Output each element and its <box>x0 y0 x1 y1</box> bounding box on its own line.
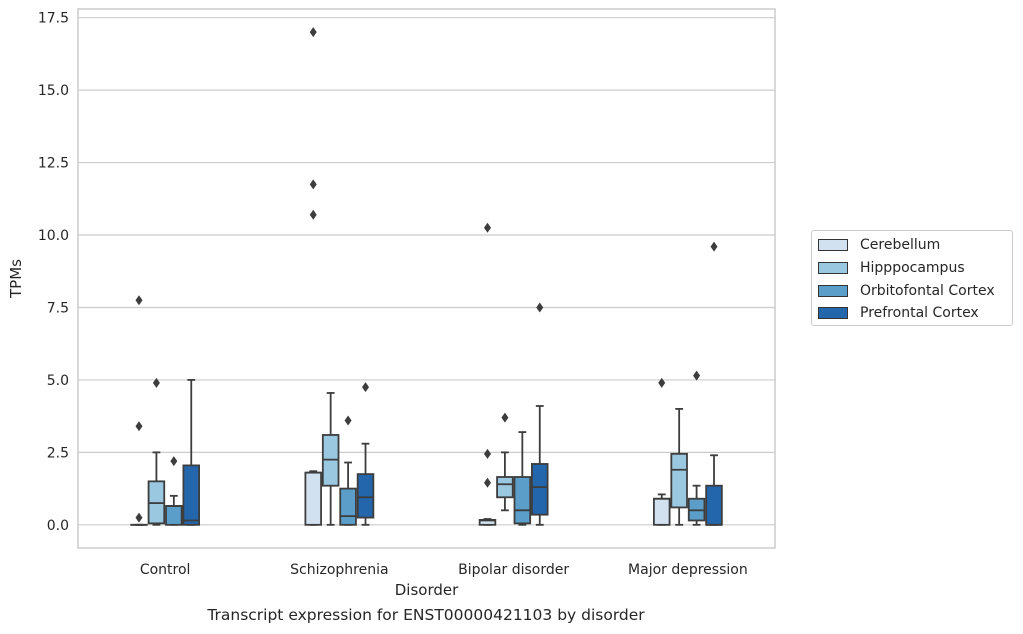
box-body <box>705 484 723 526</box>
y-tick-label: 12.5 <box>38 156 69 172</box>
y-tick-label: 15.0 <box>38 83 69 99</box>
box-prefrontal-cortex-schizophrenia <box>356 382 375 526</box>
box-orbitofontal-cortex-major-depression <box>687 370 706 526</box>
box-orbitofontal-cortex-schizophrenia <box>339 415 357 526</box>
box-cerebellum-schizophrenia <box>304 27 322 526</box>
box-hipppocampus-schizophrenia <box>321 392 340 526</box>
outlier-point <box>501 412 509 423</box>
outlier-point <box>135 421 143 432</box>
box-body <box>496 476 514 499</box>
legend-swatch-orbitofrontal <box>818 285 848 297</box>
outlier-point <box>135 295 143 306</box>
box-body <box>165 505 183 526</box>
box-body <box>339 487 357 526</box>
x-tick-label: Major depression <box>628 562 748 578</box>
chart-caption: Transcript expression for ENST0000042110… <box>207 606 645 624</box>
box-hipppocampus-bipolar-disorder <box>496 412 514 512</box>
box-body <box>670 452 688 509</box>
y-tick-label: 17.5 <box>38 11 69 27</box>
legend-label-cerebellum: Cerebellum <box>860 237 941 253</box>
box-prefrontal-cortex-bipolar-disorder <box>531 302 549 526</box>
legend-item-cerebellum: Cerebellum <box>818 235 940 255</box>
outlier-point <box>536 302 544 313</box>
box-cerebellum-bipolar-disorder <box>478 222 497 526</box>
box-body <box>356 473 375 519</box>
outlier-point <box>483 477 491 488</box>
box-body <box>513 476 532 525</box>
x-tick-label: Control <box>140 562 191 578</box>
box-orbitofontal-cortex-bipolar-disorder <box>513 431 532 526</box>
legend-label-hippocampus: Hipppocampus <box>860 260 965 276</box>
box-prefrontal-cortex-major-depression <box>705 241 723 526</box>
x-axis-label: Disorder <box>395 581 459 599</box>
box-cerebellum-control <box>130 295 148 526</box>
y-tick-label: 0.0 <box>47 518 69 534</box>
box-body <box>652 497 671 526</box>
y-tick-label: 5.0 <box>47 373 69 389</box>
outlier-point <box>309 209 317 220</box>
outlier-point <box>344 415 352 426</box>
outlier-point <box>710 241 718 252</box>
legend-swatch-cerebellum <box>818 239 848 251</box>
outlier-point <box>362 382 370 393</box>
legend-swatch-prefrontal <box>818 307 848 319</box>
outlier-point <box>170 456 178 467</box>
box-body <box>304 471 322 526</box>
outlier-point <box>483 222 491 233</box>
outlier-point <box>309 27 317 38</box>
outlier-point <box>135 512 143 523</box>
legend-item-hippocampus: Hipppocampus <box>818 258 965 278</box>
y-tick-label: 10.0 <box>38 228 69 244</box>
box-hipppocampus-control <box>147 377 166 526</box>
box-body <box>182 464 201 526</box>
box-orbitofontal-cortex-control <box>165 456 183 526</box>
legend: Cerebellum Hipppocampus Orbitofontal Cor… <box>811 230 1013 326</box>
box-prefrontal-cortex-control <box>182 379 201 526</box>
x-tick-label: Bipolar disorder <box>458 562 569 578</box>
outlier-point <box>152 377 160 388</box>
box-cerebellum-major-depression <box>652 377 671 526</box>
outlier-point <box>693 370 701 381</box>
x-tick-label: Schizophrenia <box>290 562 388 578</box>
legend-label-prefrontal: Prefrontal Cortex <box>860 305 979 321</box>
legend-label-orbitofrontal: Orbitofontal Cortex <box>860 283 995 299</box>
plot-area <box>78 9 775 548</box>
legend-swatch-hippocampus <box>818 262 848 274</box>
outlier-point <box>483 448 491 459</box>
y-tick-label: 2.5 <box>47 445 69 461</box>
box-hipppocampus-major-depression <box>670 408 688 526</box>
legend-item-prefrontal: Prefrontal Cortex <box>818 303 979 323</box>
plot-frame <box>77 8 776 549</box>
legend-item-orbitofrontal: Orbitofontal Cortex <box>818 281 995 301</box>
y-tick-label: 7.5 <box>47 300 69 316</box>
outlier-point <box>658 377 666 388</box>
outlier-point <box>309 179 317 190</box>
box-body <box>531 463 549 516</box>
y-axis-label: TPMs <box>7 259 25 299</box>
